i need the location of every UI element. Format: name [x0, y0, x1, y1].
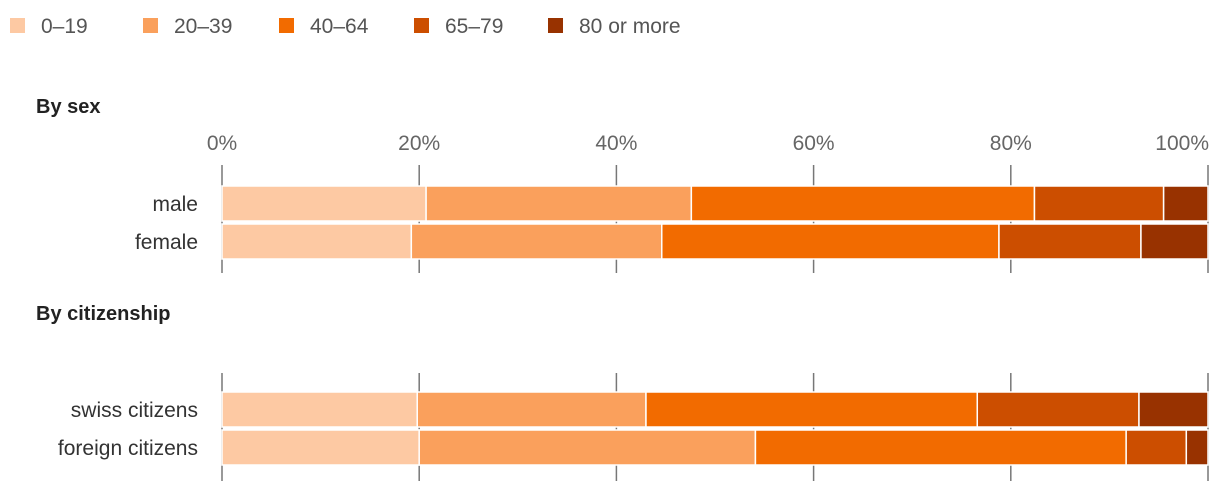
- x-tick-label-4: 80%: [990, 132, 1032, 155]
- bar-segment-0-0-1: [425, 185, 693, 222]
- bar-segment-0-0-4: [1162, 185, 1209, 222]
- bar-segment-1-0-1: [416, 391, 647, 428]
- category-label-0-1: female: [135, 231, 198, 254]
- bar-segment-0-0-3: [1033, 185, 1165, 222]
- bar-segment-0-1-3: [998, 223, 1142, 260]
- x-tick-label-5: 100%: [1155, 132, 1209, 155]
- bar-segment-0-1-0: [221, 223, 413, 260]
- bar-segment-0-1-1: [410, 223, 663, 260]
- x-tick-label-1: 20%: [398, 132, 440, 155]
- legend-swatch-0: [10, 18, 25, 33]
- legend-label-0: 0–19: [41, 15, 88, 38]
- bar-segment-1-0-0: [221, 391, 418, 428]
- bar-segment-1-1-2: [754, 429, 1127, 466]
- panel-title-0: By sex: [36, 96, 101, 118]
- legend-swatch-4: [548, 18, 563, 33]
- bar-segment-0-1-4: [1140, 223, 1209, 260]
- category-label-0-0: male: [152, 193, 198, 216]
- bar-segment-0-0-2: [690, 185, 1036, 222]
- panel-title-1: By citizenship: [36, 303, 170, 325]
- bar-segment-1-1-3: [1125, 429, 1188, 466]
- bar-segment-1-1-0: [221, 429, 420, 466]
- legend-swatch-1: [143, 18, 158, 33]
- bar-segment-1-1-4: [1185, 429, 1209, 466]
- x-tick-label-0: 0%: [207, 132, 237, 155]
- bar-segment-1-0-4: [1138, 391, 1209, 428]
- legend-swatch-2: [279, 18, 294, 33]
- bar-segment-1-0-3: [976, 391, 1140, 428]
- legend-swatch-3: [414, 18, 429, 33]
- legend-label-2: 40–64: [310, 15, 369, 38]
- category-label-1-0: swiss citizens: [71, 399, 198, 422]
- x-tick-label-2: 40%: [595, 132, 637, 155]
- legend-label-4: 80 or more: [579, 15, 681, 38]
- bar-segment-1-0-2: [645, 391, 979, 428]
- bar-segment-1-1-1: [418, 429, 757, 466]
- category-label-1-1: foreign citizens: [58, 437, 198, 460]
- x-tick-label-3: 60%: [793, 132, 835, 155]
- bar-segment-0-1-2: [661, 223, 1000, 260]
- legend-label-1: 20–39: [174, 15, 232, 38]
- legend-label-3: 65–79: [445, 15, 503, 38]
- bar-segment-0-0-0: [221, 185, 427, 222]
